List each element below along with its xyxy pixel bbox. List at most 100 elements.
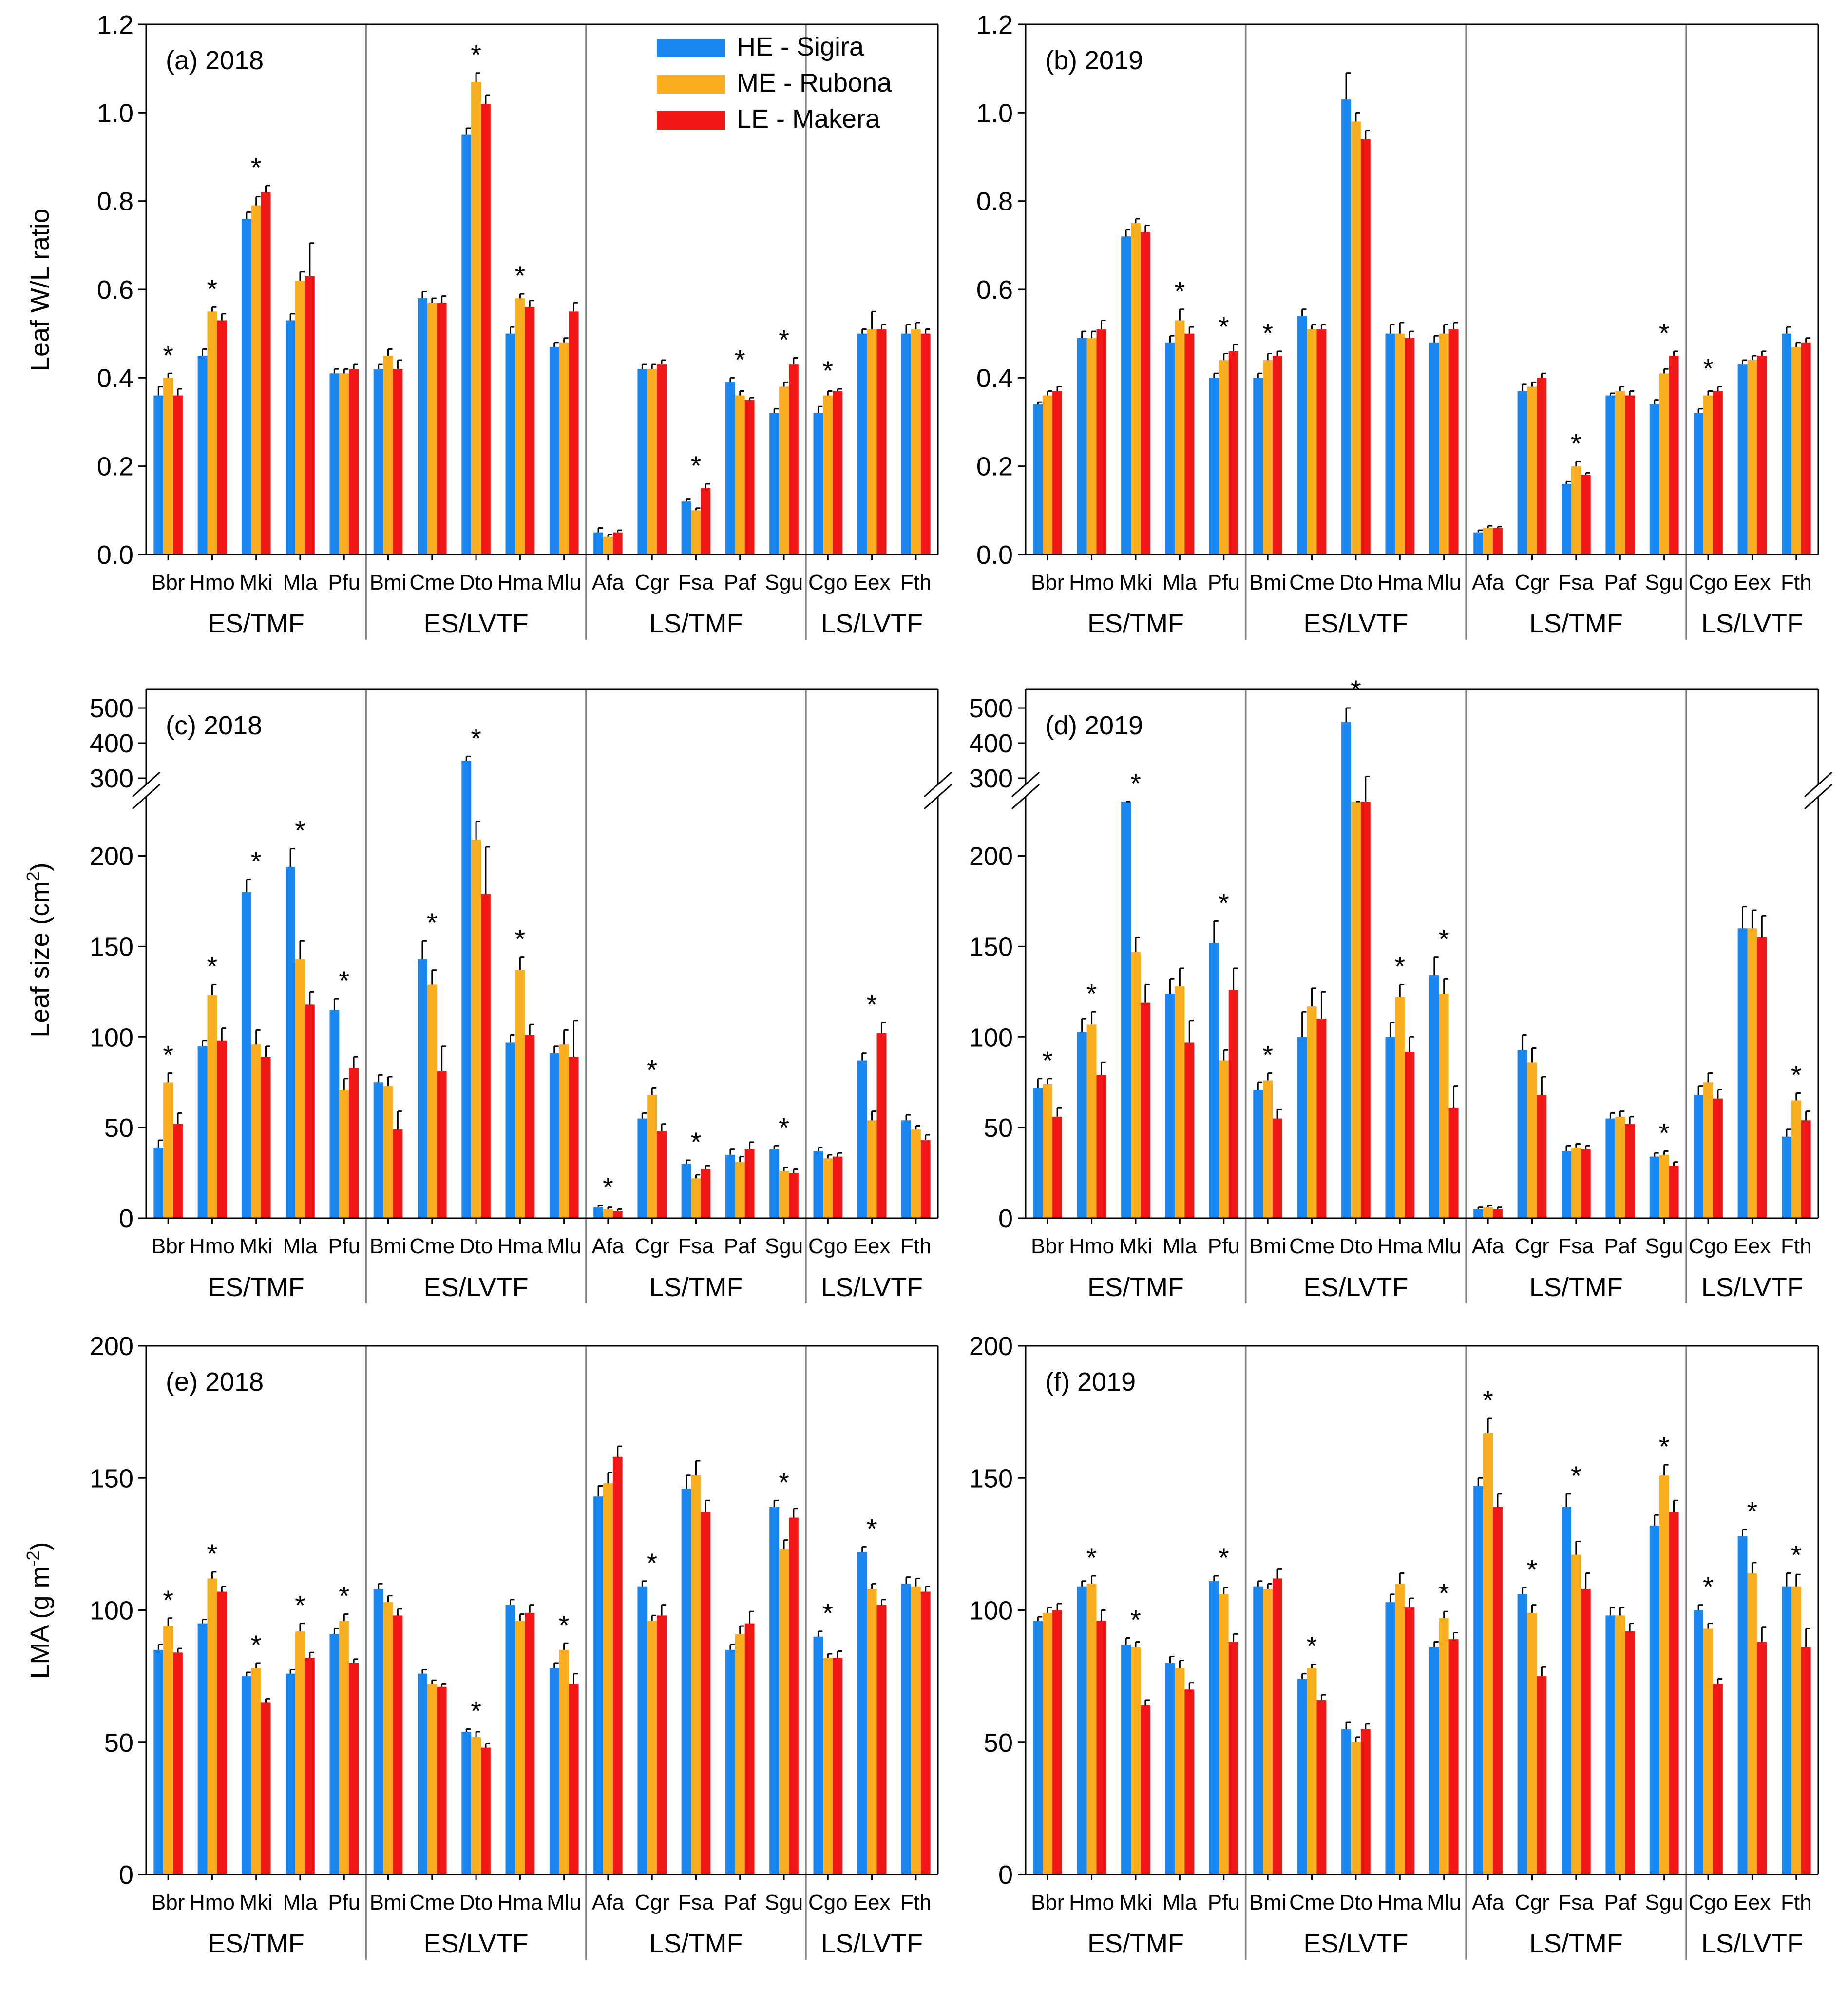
bar-Mla-LE xyxy=(305,276,315,555)
x-tick-label-Bbr: Bbr xyxy=(152,571,185,594)
bar-Mlu-ME xyxy=(1439,994,1449,1218)
bar-Mlu-LE xyxy=(1448,1108,1459,1218)
bar-Mlu-LE xyxy=(1448,1639,1459,1874)
bar-Afa-LE xyxy=(1493,528,1503,555)
y-tick-label: 400 xyxy=(969,729,1013,758)
x-tick-label-Paf: Paf xyxy=(724,1891,757,1914)
bar-Sgu-ME xyxy=(779,1549,789,1874)
x-tick-label-Mlu: Mlu xyxy=(547,1891,581,1914)
panel-title-a: (a) 2018 xyxy=(166,46,264,75)
x-tick-label-Bmi: Bmi xyxy=(1249,571,1286,594)
bar-Bmi-LE xyxy=(393,1129,403,1218)
bar-Dto-HE xyxy=(1341,99,1351,555)
bar-Mlu-HE xyxy=(1429,342,1439,555)
bar-Cme-HE xyxy=(418,959,427,1218)
legend-label-ME: ME - Rubona xyxy=(737,68,892,97)
significance-star: * xyxy=(603,1172,613,1203)
bar-Bbr-LE xyxy=(173,395,183,555)
significance-star: * xyxy=(779,1467,789,1497)
group-label: LS/LVTF xyxy=(821,1929,923,1958)
bar-Sgu-LE xyxy=(1669,356,1679,555)
bar-Fth-HE xyxy=(1781,1586,1791,1874)
bar-Eex-LE xyxy=(876,329,887,555)
x-tick-label-Sgu: Sgu xyxy=(765,1234,803,1258)
significance-star: * xyxy=(295,1590,305,1621)
x-tick-label-Fsa: Fsa xyxy=(678,1891,714,1914)
significance-star: * xyxy=(251,1629,262,1660)
bar-Cgo-HE xyxy=(813,413,823,555)
group-label: LS/LVTF xyxy=(821,609,923,638)
significance-star: * xyxy=(779,325,789,355)
bar-Bmi-LE xyxy=(1273,1118,1282,1218)
x-tick-label-Mla: Mla xyxy=(283,1891,318,1914)
x-tick-label-Paf: Paf xyxy=(724,1234,757,1258)
significance-star: * xyxy=(1130,1604,1141,1635)
y-tick-label: 0.0 xyxy=(976,540,1013,570)
bar-Cgo-HE xyxy=(1694,1095,1704,1218)
bar-Dto-HE xyxy=(461,1732,472,1874)
x-tick-label-Pfu: Pfu xyxy=(328,571,360,594)
bar-Hmo-LE xyxy=(217,320,227,555)
bar-Dto-LE xyxy=(1360,1729,1371,1874)
y-tick-label: 0.6 xyxy=(976,275,1013,305)
bar-Fth-LE xyxy=(1801,342,1811,555)
bar-Bbr-HE xyxy=(1033,1621,1043,1874)
group-label: LS/TMF xyxy=(649,1929,743,1958)
axis-break-mark xyxy=(132,784,160,810)
group-label: LS/TMF xyxy=(1529,1929,1623,1958)
bar-Eex-HE xyxy=(857,333,867,555)
bar-Afa-HE xyxy=(1473,1209,1484,1218)
x-tick-label-Cgr: Cgr xyxy=(1515,1234,1549,1258)
x-tick-label-Bmi: Bmi xyxy=(370,1234,407,1258)
bar-Bbr-HE xyxy=(153,1148,164,1218)
bar-Hma-ME xyxy=(515,298,525,555)
group-label: ES/TMF xyxy=(208,1273,305,1302)
bar-Cgo-LE xyxy=(833,391,843,555)
bar-Bmi-ME xyxy=(1263,1589,1273,1874)
x-tick-label-Hma: Hma xyxy=(497,1234,543,1258)
bar-Mki-LE xyxy=(1140,1002,1150,1218)
bar-Eex-LE xyxy=(1757,356,1767,555)
bar-Cgr-LE xyxy=(657,364,667,555)
bar-Sgu-ME xyxy=(779,1171,789,1218)
significance-star: * xyxy=(339,1581,349,1611)
significance-star: * xyxy=(514,924,525,955)
bar-Sgu-HE xyxy=(769,413,780,555)
bar-Fsa-LE xyxy=(701,1512,711,1874)
x-tick-label-Eex: Eex xyxy=(854,1234,891,1258)
bar-Pfu-ME xyxy=(339,373,349,555)
legend-label-LE: LE - Makera xyxy=(737,104,880,134)
bar-Sgu-HE xyxy=(769,1149,780,1218)
bar-Cgr-HE xyxy=(1517,391,1527,555)
panel-a: * * * * * * * * * 0.0 0.2 0.4 0.6 0.8 1.0 1.2 Bbr Hmo Mki M… xyxy=(97,10,939,640)
bar-Dto-HE xyxy=(1341,1729,1351,1874)
x-tick-label-Eex: Eex xyxy=(1734,1891,1771,1914)
bar-Mla-LE xyxy=(1184,1689,1195,1874)
x-tick-label-Mlu: Mlu xyxy=(1427,1234,1461,1258)
significance-star: * xyxy=(163,1040,173,1071)
bar-Bbr-HE xyxy=(1033,1088,1043,1218)
x-tick-label-Mla: Mla xyxy=(283,571,318,594)
significance-star: * xyxy=(867,1513,877,1544)
bar-Fsa-LE xyxy=(701,1169,711,1218)
bar-Paf-LE xyxy=(744,400,755,555)
bar-Cgr-ME xyxy=(1527,1062,1537,1218)
bar-Pfu-ME xyxy=(1219,1594,1229,1874)
significance-star: * xyxy=(822,1598,833,1628)
group-label: ES/LVTF xyxy=(424,1929,529,1958)
x-tick-label-Cgo: Cgo xyxy=(1689,1891,1728,1914)
y-tick-label: 0.0 xyxy=(97,540,133,570)
bar-Eex-HE xyxy=(1737,1536,1748,1874)
bar-Hma-HE xyxy=(1385,1602,1395,1874)
x-tick-label-Bbr: Bbr xyxy=(152,1234,185,1258)
bar-Paf-ME xyxy=(735,1634,745,1874)
y-tick-label: 150 xyxy=(969,1464,1013,1493)
significance-star: * xyxy=(779,1112,789,1143)
bar-Eex-ME xyxy=(867,329,877,555)
bar-Cme-LE xyxy=(1316,1019,1327,1218)
group-label: ES/TMF xyxy=(208,609,305,638)
bar-Pfu-ME xyxy=(1219,360,1229,555)
x-tick-label-Mki: Mki xyxy=(1119,571,1152,594)
y-tick-label: 50 xyxy=(104,1113,133,1143)
bar-Bbr-ME xyxy=(1043,395,1053,555)
